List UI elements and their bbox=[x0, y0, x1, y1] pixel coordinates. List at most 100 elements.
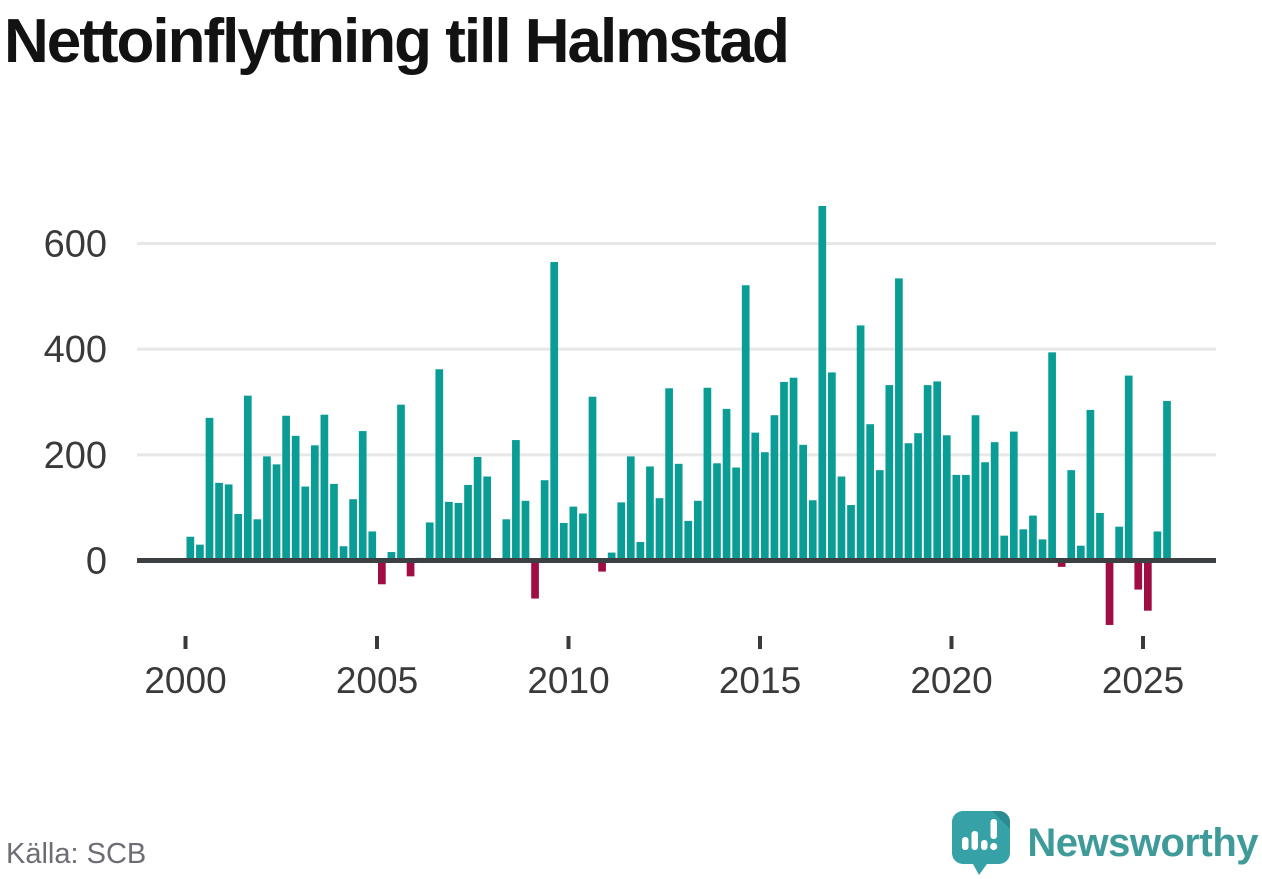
x-axis-label-2015: 2015 bbox=[719, 660, 801, 701]
x-axis-label-2025: 2025 bbox=[1102, 660, 1184, 701]
bar-2015-Q1 bbox=[761, 452, 769, 561]
bar-2023-Q1 bbox=[1067, 470, 1076, 561]
bar-2019-Q4 bbox=[942, 435, 951, 561]
bar-2015-Q4 bbox=[789, 377, 798, 561]
bar-2018-Q3 bbox=[895, 278, 903, 561]
bar-2005-Q2 bbox=[387, 552, 396, 561]
bar-2004-Q2 bbox=[349, 499, 357, 561]
page-title: Nettoinflyttning till Halmstad bbox=[4, 7, 790, 76]
bar-2007-Q4 bbox=[483, 476, 492, 561]
bar-2021-Q3 bbox=[1009, 431, 1018, 561]
bar-2016-Q2 bbox=[808, 500, 817, 561]
bar-2010-Q3 bbox=[588, 396, 597, 561]
bar-2017-Q2 bbox=[847, 505, 855, 561]
bar-2025-Q2 bbox=[1153, 531, 1162, 561]
bar-2007-Q1 bbox=[454, 502, 463, 561]
bar-2024-Q2 bbox=[1115, 526, 1123, 561]
bar-2009-Q1 bbox=[531, 560, 539, 599]
bar-2000-Q1 bbox=[186, 536, 195, 561]
bar-2021-Q1 bbox=[990, 442, 999, 561]
bar-2002-Q1 bbox=[263, 456, 271, 561]
x-axis-label-2005: 2005 bbox=[336, 660, 418, 701]
bar-2006-Q3 bbox=[435, 369, 444, 561]
bar-2013-Q3 bbox=[703, 387, 712, 561]
bar-2012-Q3 bbox=[665, 388, 673, 561]
bar-2021-Q2 bbox=[1000, 535, 1009, 561]
bar-2004-Q4 bbox=[368, 531, 377, 561]
bar-2005-Q1 bbox=[378, 560, 386, 585]
bar-2008-Q4 bbox=[521, 500, 530, 561]
newsworthy-bubble-icon bbox=[952, 811, 1011, 875]
bar-2012-Q2 bbox=[655, 498, 664, 561]
bar-2014-Q1 bbox=[722, 408, 731, 561]
bar-2008-Q2 bbox=[502, 519, 511, 561]
bar-2005-Q4 bbox=[406, 560, 415, 577]
bar-2002-Q3 bbox=[282, 415, 290, 561]
y-axis-label-600: 600 bbox=[44, 224, 107, 266]
bar-2014-Q3 bbox=[741, 285, 750, 561]
bar-2016-Q3 bbox=[818, 206, 827, 561]
bar-2018-Q4 bbox=[904, 443, 913, 561]
bar-2024-Q4 bbox=[1134, 560, 1143, 590]
bar-2011-Q3 bbox=[626, 456, 635, 561]
bar-2019-Q1 bbox=[914, 433, 922, 561]
x-axis-label-2010: 2010 bbox=[527, 660, 609, 701]
bar-2016-Q1 bbox=[799, 444, 807, 561]
logo-bar-2 bbox=[971, 831, 979, 850]
bar-2017-Q1 bbox=[837, 476, 846, 561]
bar-2010-Q4 bbox=[598, 560, 606, 572]
bar-2009-Q4 bbox=[559, 522, 568, 561]
logo-exclamation-stem bbox=[990, 819, 998, 839]
bar-2011-Q4 bbox=[636, 542, 645, 561]
bar-2009-Q3 bbox=[550, 262, 559, 561]
bar-2011-Q2 bbox=[617, 502, 626, 561]
bar-2012-Q4 bbox=[674, 463, 683, 561]
bar-2018-Q2 bbox=[885, 385, 894, 561]
bar-2001-Q1 bbox=[224, 484, 233, 561]
bar-2007-Q2 bbox=[464, 484, 472, 561]
bar-2020-Q3 bbox=[971, 415, 980, 561]
bar-2014-Q2 bbox=[732, 467, 740, 561]
bar-2012-Q1 bbox=[646, 466, 654, 561]
bar-2015-Q3 bbox=[780, 381, 788, 561]
bar-2017-Q3 bbox=[856, 325, 865, 561]
bar-2023-Q4 bbox=[1096, 512, 1104, 561]
bar-2019-Q2 bbox=[923, 385, 932, 561]
bar-2004-Q1 bbox=[339, 546, 348, 561]
bar-2002-Q2 bbox=[272, 464, 281, 561]
bar-2000-Q3 bbox=[205, 417, 214, 561]
bar-2005-Q3 bbox=[397, 404, 405, 561]
bubble-fold bbox=[992, 811, 1011, 829]
logo-exclamation-dot bbox=[990, 842, 998, 851]
bar-2009-Q2 bbox=[540, 480, 549, 561]
bar-2000-Q2 bbox=[196, 544, 204, 561]
bar-2003-Q2 bbox=[310, 445, 319, 561]
bar-2016-Q4 bbox=[828, 372, 836, 561]
bar-2022-Q1 bbox=[1029, 515, 1037, 561]
source-label: Källa: SCB bbox=[6, 838, 147, 870]
bar-2001-Q4 bbox=[253, 519, 262, 561]
bar-2010-Q2 bbox=[579, 513, 587, 561]
bar-2025-Q1 bbox=[1144, 560, 1152, 611]
bar-2000-Q4 bbox=[215, 482, 223, 561]
bar-2006-Q4 bbox=[445, 501, 453, 561]
bar-2013-Q1 bbox=[684, 520, 693, 561]
logo-bar-3 bbox=[981, 840, 988, 850]
y-axis-label-0: 0 bbox=[86, 541, 107, 583]
bar-2020-Q1 bbox=[952, 474, 961, 561]
bar-2017-Q4 bbox=[866, 424, 875, 561]
logo-bar-1 bbox=[962, 837, 969, 850]
bar-2022-Q4 bbox=[1057, 560, 1066, 567]
bar-2003-Q4 bbox=[330, 483, 338, 561]
bar-2008-Q3 bbox=[512, 440, 520, 561]
bar-2007-Q3 bbox=[473, 456, 482, 561]
bar-2024-Q1 bbox=[1105, 560, 1114, 625]
bar-2018-Q1 bbox=[875, 470, 884, 561]
bar-2013-Q2 bbox=[693, 500, 702, 561]
x-axis-label-2000: 2000 bbox=[144, 660, 226, 701]
y-axis-label-400: 400 bbox=[44, 329, 107, 371]
bar-2020-Q2 bbox=[962, 474, 970, 561]
newsworthy-logo: Newsworthy bbox=[951, 810, 1258, 876]
